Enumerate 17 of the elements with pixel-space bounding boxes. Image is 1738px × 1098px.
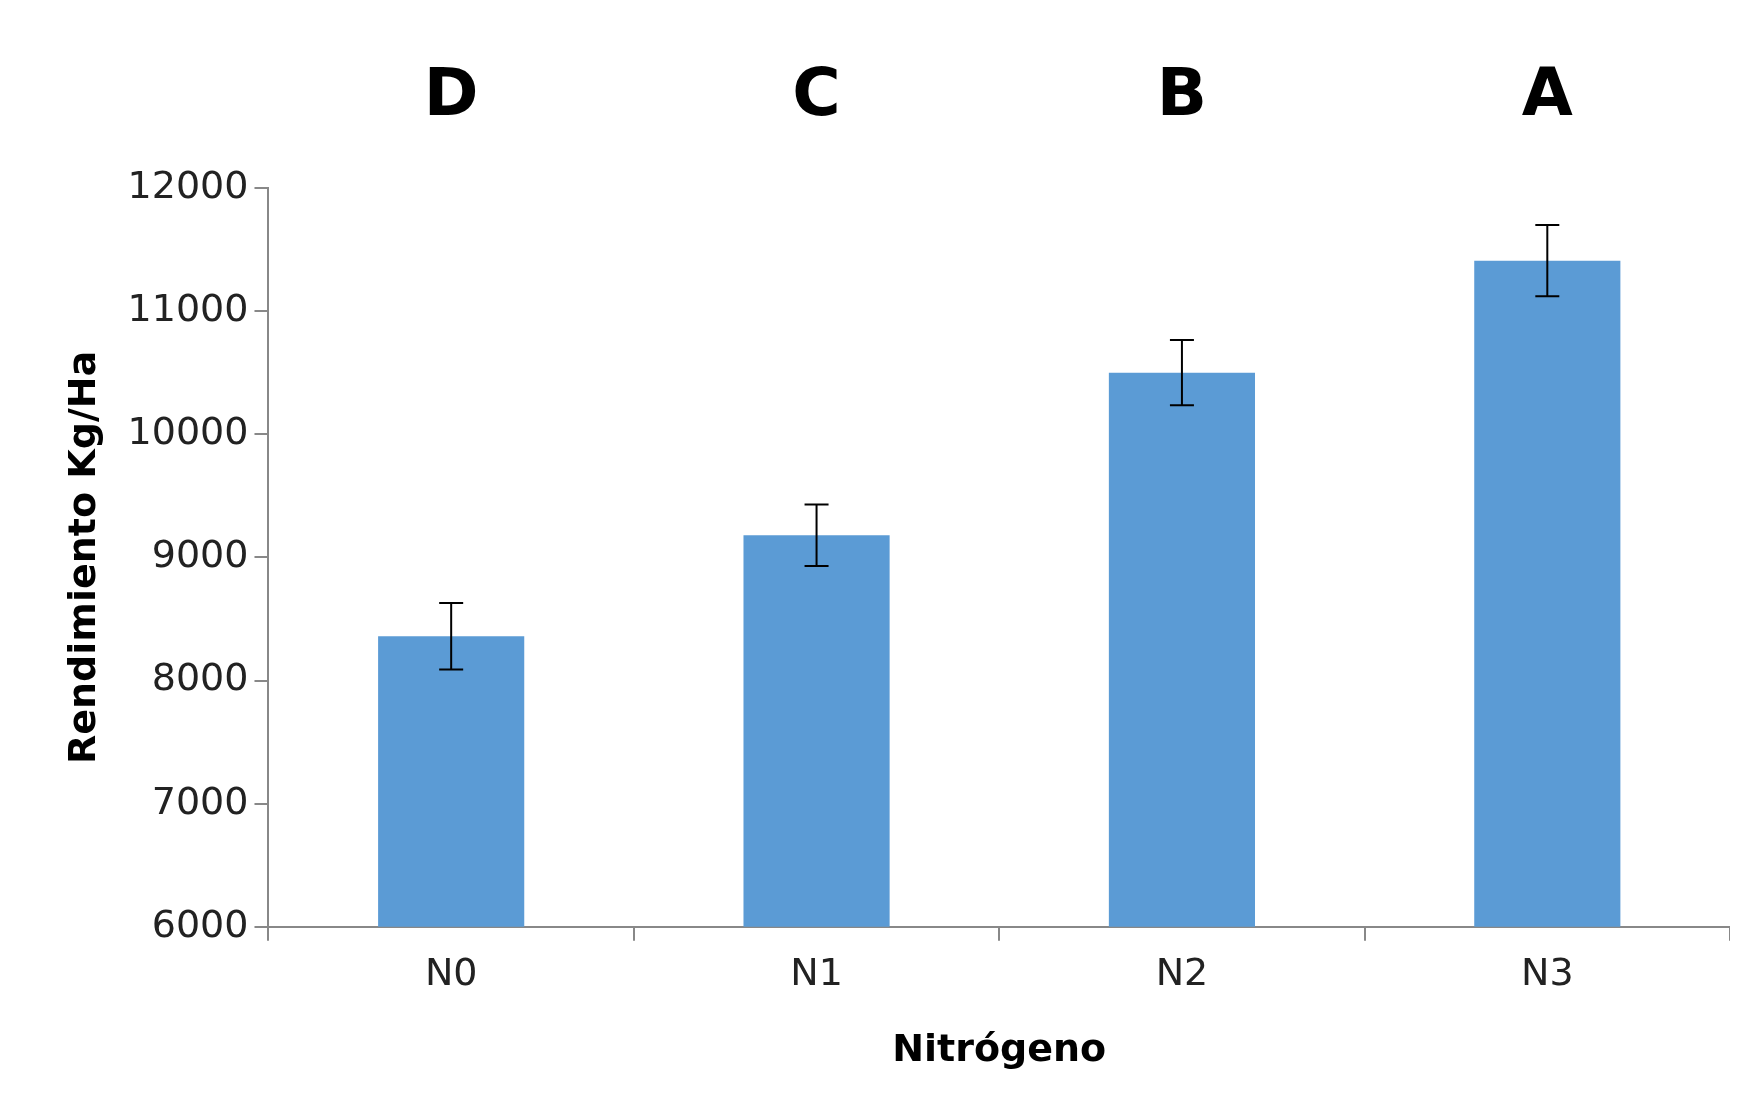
x-tick-label: N3	[1521, 950, 1574, 995]
x-tick-label: N0	[424, 950, 478, 995]
x-tick-label: N2	[1155, 950, 1209, 995]
x-axis-title: Nitrógeno	[892, 1026, 1107, 1071]
y-tick-label: 8000	[151, 655, 249, 700]
text: B	[1156, 54, 1208, 132]
text: C	[792, 54, 841, 132]
text: A	[1521, 54, 1573, 132]
y-tick-label: 12000	[127, 162, 249, 207]
text: D	[423, 54, 479, 132]
y-axis-title: Rendimiento Kg/Ha	[59, 350, 104, 765]
x-tick-label: N1	[790, 950, 843, 995]
y-tick-label: 9000	[151, 532, 249, 577]
y-tick-label: 11000	[127, 286, 249, 331]
y-tick-label: 10000	[127, 409, 249, 454]
y-tick-label: 7000	[151, 778, 249, 823]
y-tick-label: 6000	[151, 901, 249, 946]
